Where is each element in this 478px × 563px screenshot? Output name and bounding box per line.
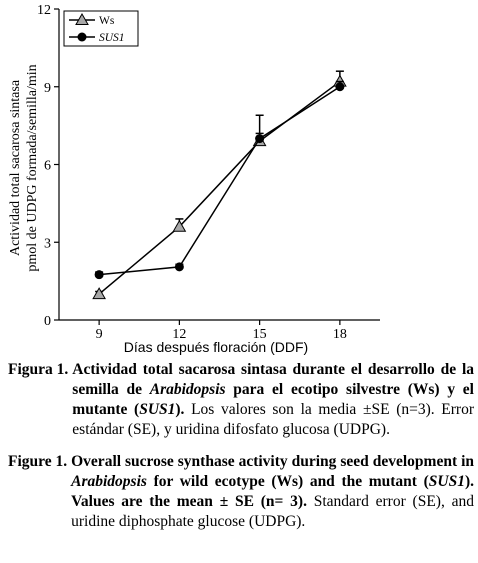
- caption-es-rest: Los valores son la media ±SE (n=3). Erro…: [72, 401, 474, 438]
- y-axis-label-line2: pmol de UDPG formada/semilla/min: [25, 64, 40, 271]
- y-tick-label: 12: [37, 3, 51, 18]
- series-line: [99, 86, 341, 276]
- caption-es-lead: Figura 1.: [8, 361, 69, 378]
- series-sus1: [94, 80, 345, 280]
- caption-es-body: Actividad total sacarosa sintasa durante…: [72, 360, 474, 440]
- caption-spanish: Figura 1. Actividad total sacarosa sinta…: [8, 360, 474, 440]
- legend-label: Ws: [99, 15, 115, 27]
- data-point: [174, 262, 184, 272]
- x-tick-label: 18: [333, 327, 347, 342]
- series-line: [98, 80, 341, 295]
- legend-label: SUS1: [99, 32, 125, 44]
- legend-marker: [75, 12, 89, 25]
- caption-en-bold-2: for wild ecotype (Ws) and the mutant (: [146, 473, 429, 490]
- y-tick-label: 9: [44, 81, 51, 96]
- caption-en-italic-1: Arabidopsis: [71, 473, 147, 490]
- legend: Ws SUS1: [63, 10, 139, 47]
- legend-box: [63, 10, 139, 47]
- data-point: [94, 270, 104, 280]
- data-point: [255, 134, 265, 144]
- data-point: [172, 219, 187, 232]
- caption-es-bold-3: ).: [175, 401, 185, 418]
- x-tick-label: 12: [172, 327, 186, 342]
- x-ticks: 9 12 15 18: [96, 320, 347, 342]
- series-ws: [92, 70, 347, 300]
- y-tick-label: 6: [44, 159, 51, 174]
- caption-en-bold-1: Overall sucrose synthase activity during…: [71, 453, 474, 470]
- y-axis-label-line1: Actividad total sacarosa sintasa: [8, 79, 23, 256]
- y-tick-label: 0: [44, 314, 51, 329]
- x-axis-label: Días después floración (DDF): [124, 339, 308, 355]
- x-tick-label: 15: [253, 327, 267, 342]
- caption-es-bold-2: para el ecotipo silvestre (Ws) y el muta…: [72, 381, 474, 418]
- caption-es-italic-2: SUS1: [139, 401, 176, 418]
- legend-marker: [77, 32, 87, 42]
- caption-en-bold-3: ). Values are the mean ± SE (n= 3).: [71, 473, 474, 510]
- x-tick-label: 9: [96, 327, 103, 342]
- caption-en-body: Overall sucrose synthase activity during…: [71, 452, 474, 532]
- caption-es-bold-1: Actividad total sacarosa sintasa durante…: [72, 361, 474, 398]
- y-tick-label: 3: [44, 236, 51, 251]
- series-layer: [92, 70, 347, 300]
- chart: 0 3 6 9 12 9 12 15 18 Ws SUS1 Actividad total sa…: [8, 3, 380, 355]
- caption-en-italic-2: SUS1: [428, 473, 465, 490]
- caption-en-rest: Standard error (SE), and uridine diphosp…: [71, 493, 474, 530]
- data-point: [92, 287, 106, 300]
- caption-english: Figure 1. Overall sucrose synthase activ…: [8, 452, 474, 532]
- caption-en-lead: Figure 1.: [8, 453, 68, 470]
- caption-es-italic-1: Arabidopsis: [149, 381, 226, 398]
- y-ticks: 0 3 6 9 12: [37, 3, 59, 329]
- data-point: [335, 82, 345, 92]
